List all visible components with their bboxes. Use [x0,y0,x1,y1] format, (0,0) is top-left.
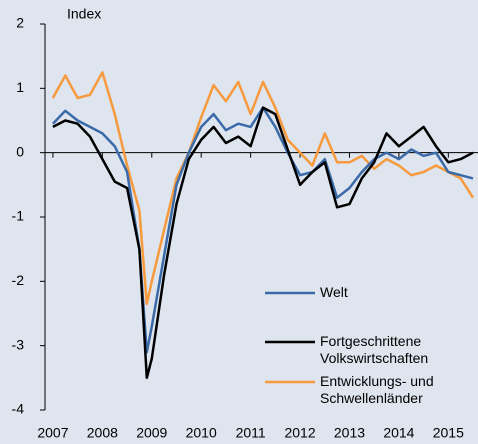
x-tick-label: 2010 [186,425,217,441]
x-tick-label: 2007 [37,425,68,441]
series-line [52,106,474,380]
y-tick-label: -4 [12,401,25,417]
x-tick-label: 2014 [383,425,414,441]
y-tick-label: -2 [12,272,25,288]
y-axis-label: Index [67,6,101,22]
x-tick-label: 2011 [236,425,266,441]
x-tick-label: 2013 [334,425,365,441]
series-line [51,106,474,354]
x-tick-label: 2015 [433,425,464,441]
y-tick-label: -1 [12,208,25,224]
x-tick-label: 2012 [284,425,315,441]
series-line [51,71,475,306]
legend-label: Welt [320,284,348,300]
legend-label: Fortgeschrittene Volkswirtschaften [320,333,429,366]
y-tick-label: 0 [16,143,24,159]
x-tick-label: 2008 [87,425,118,441]
y-tick-label: 1 [16,79,24,95]
y-tick-label: 2 [16,15,24,31]
legend-label: Entwicklungs- und Schwellenländer [320,373,434,406]
y-tick-label: -3 [12,336,25,352]
x-tick-label: 2009 [136,425,167,441]
